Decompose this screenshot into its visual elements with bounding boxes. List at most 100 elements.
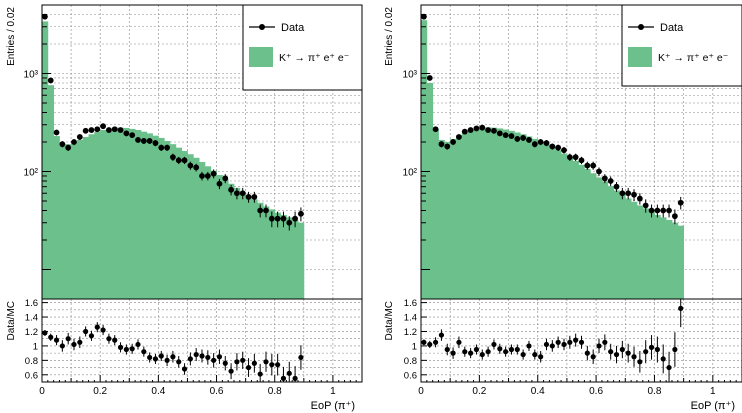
mc-bar <box>636 205 644 299</box>
mc-bar <box>53 136 60 299</box>
data-point <box>42 13 48 20</box>
data-point <box>450 139 456 145</box>
mc-bar <box>76 139 84 299</box>
mc-bar <box>94 131 101 299</box>
data-point <box>251 194 258 200</box>
data-point <box>164 144 170 151</box>
mc-bar <box>152 135 159 299</box>
legend-mc-label: K⁺ → π⁺ e⁺ e⁻ <box>658 52 729 64</box>
ratio-point <box>141 349 147 355</box>
ratio-point <box>473 346 480 353</box>
ratio-point <box>608 349 614 355</box>
ratio-point <box>421 339 427 345</box>
mc-bar <box>543 144 550 299</box>
data-point <box>677 199 684 206</box>
data-point <box>53 129 60 136</box>
data-point <box>531 141 538 148</box>
ratio-tick-label: 1.4 <box>404 313 417 324</box>
data-point <box>146 138 153 144</box>
legend: Data K⁺ → π⁺ e⁺ e⁻ <box>242 4 363 91</box>
mc-bar <box>631 201 638 299</box>
ratio-point <box>578 339 585 345</box>
mc-bar <box>88 134 95 299</box>
ratio-point <box>181 366 188 372</box>
ratio-point <box>211 357 217 363</box>
mc-bar <box>537 141 544 299</box>
ratio-point <box>561 341 567 348</box>
ratio-point <box>164 357 170 363</box>
data-point <box>175 157 182 164</box>
ratio-point <box>625 350 631 356</box>
ratio-point <box>59 343 65 349</box>
data-point <box>502 132 509 139</box>
data-point <box>286 219 293 226</box>
mc-bar <box>280 214 287 299</box>
data-point <box>82 127 89 134</box>
data-point <box>456 134 462 140</box>
data-point <box>467 127 474 133</box>
ratio-point <box>147 354 153 361</box>
mc-histogram <box>421 20 685 300</box>
mc-bar <box>274 212 281 299</box>
mc-bar <box>660 217 667 299</box>
data-point <box>555 144 562 151</box>
data-point <box>199 173 205 179</box>
mc-bar <box>496 128 504 299</box>
data-point <box>292 215 298 222</box>
ratio-point <box>444 346 450 353</box>
ratio-axis-title: Data/MC <box>6 301 17 340</box>
ratio-tick-label: 1 <box>33 341 38 352</box>
ratio-tick-label: 1.2 <box>404 327 417 338</box>
mc-bar <box>566 157 574 299</box>
ratio-point <box>514 346 520 353</box>
ratio-point <box>432 339 439 345</box>
ratio-point <box>176 359 182 365</box>
data-point <box>549 143 556 150</box>
data-point <box>216 180 223 187</box>
ratio-point <box>508 346 515 353</box>
ratio-point <box>251 360 257 366</box>
x-tick-label: 0.8 <box>268 386 282 397</box>
mc-bar <box>421 20 428 300</box>
mc-bar <box>561 153 568 299</box>
data-point <box>601 175 608 182</box>
ratio-point <box>286 370 292 376</box>
legend-mc-swatch <box>249 47 273 67</box>
y-tick-label: 10² <box>403 167 418 178</box>
legend-data-label: Data <box>281 22 305 34</box>
mc-bar <box>467 130 474 299</box>
ratio-point <box>491 341 497 348</box>
mc-bar <box>123 127 130 300</box>
data-point <box>204 173 211 179</box>
ratio-point <box>77 339 83 345</box>
ratio-point <box>240 357 246 363</box>
mc-bar <box>140 131 148 299</box>
ratio-point <box>672 346 678 353</box>
data-point <box>152 140 159 146</box>
data-point <box>187 162 194 169</box>
x-tick-label: 0.2 <box>472 386 486 397</box>
ratio-point <box>228 368 234 374</box>
mc-bar <box>613 190 620 299</box>
ratio-point <box>666 364 672 371</box>
data-point <box>274 215 281 222</box>
data-point <box>561 147 567 154</box>
mc-bar <box>456 135 463 299</box>
mc-bar <box>607 186 614 299</box>
chart-panel-right: 10² 10³ 0.6 0.8 1 1.2 1.4 1.6 0 0.2 0.4 0.6 0.8 1 EoP … <box>384 4 742 412</box>
chart-panel-left: 10² 10³ 0.6 0.8 1 1.2 1.4 1.6 0 0.2 0.4 0.6 0.8 1 EoP … <box>6 4 363 412</box>
mc-bar <box>642 208 650 299</box>
ratio-point <box>637 359 643 365</box>
data-point <box>47 77 54 84</box>
mc-bar <box>129 128 136 299</box>
ratio-tick-label: 1.6 <box>25 298 38 309</box>
data-points <box>42 13 304 231</box>
mc-bar <box>135 130 142 299</box>
mc-bar <box>596 177 603 299</box>
data-point <box>613 183 620 190</box>
ratio-point <box>590 354 596 360</box>
ratio-point <box>187 356 193 362</box>
x-tick-label: 0.8 <box>648 386 662 397</box>
data-point <box>537 139 544 145</box>
mc-bar <box>111 127 119 299</box>
